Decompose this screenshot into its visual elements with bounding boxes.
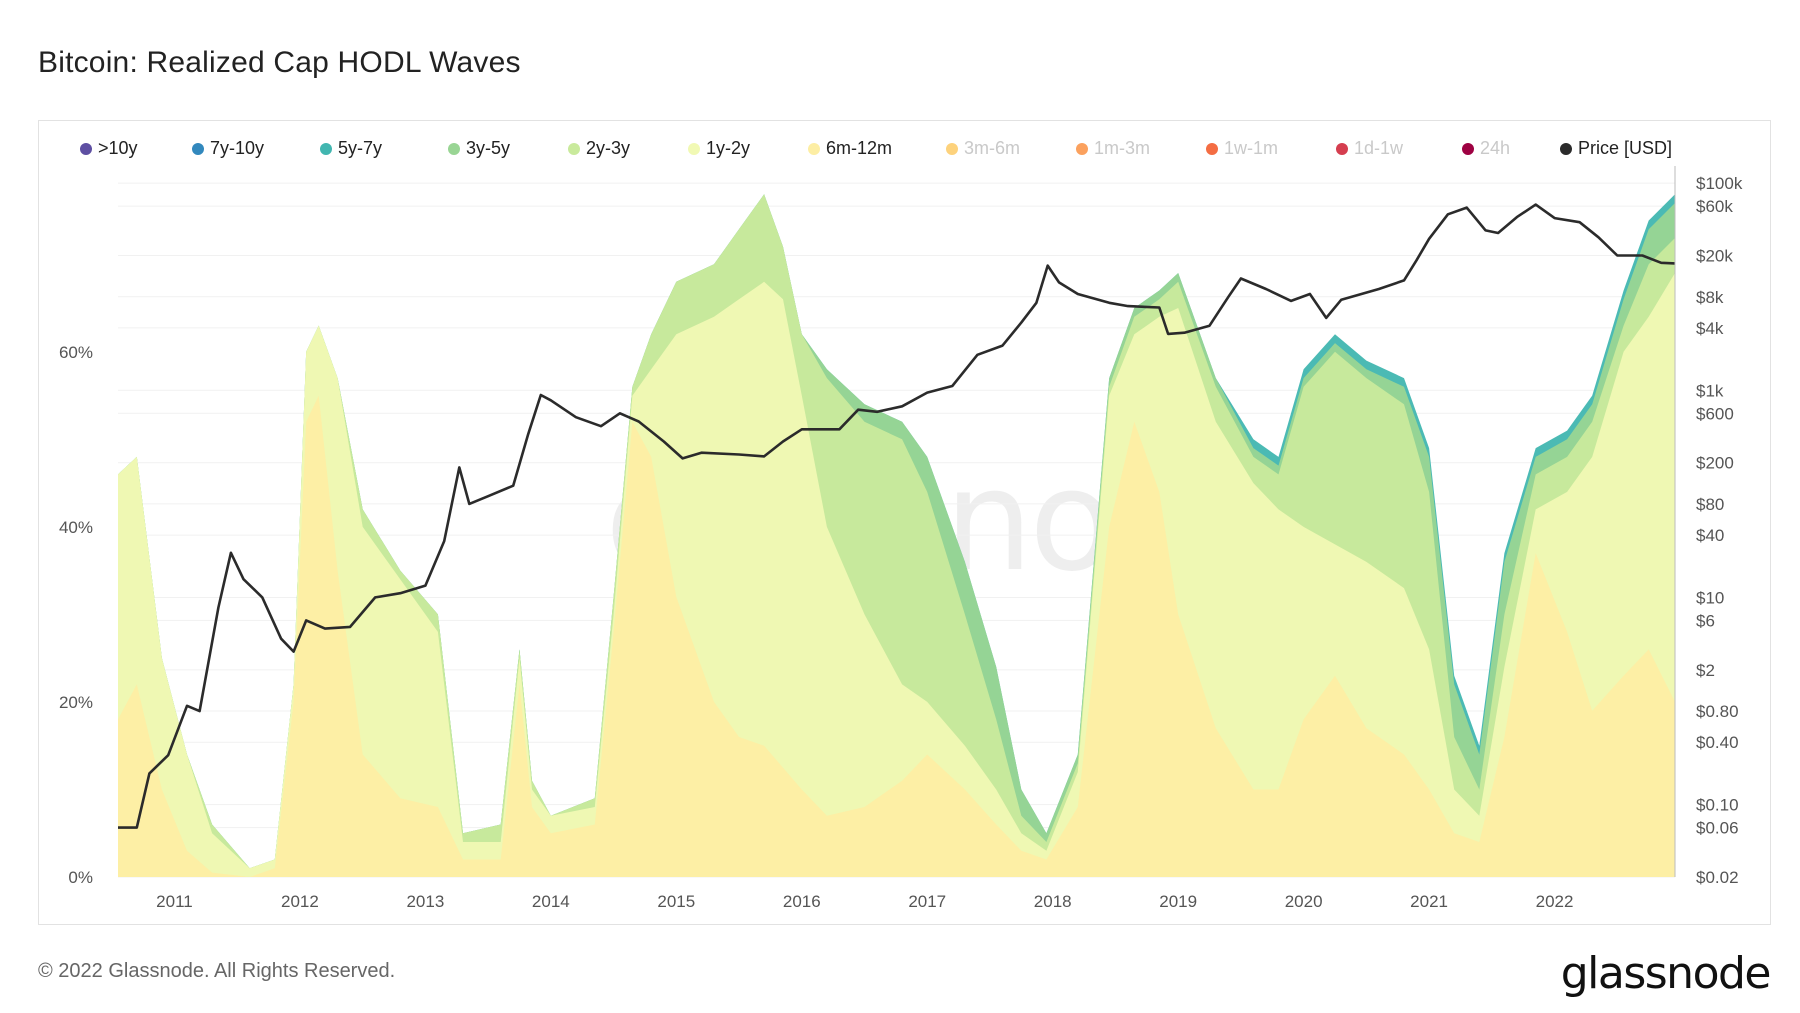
legend-item-6m-12m[interactable]: 6m-12m	[808, 138, 892, 159]
y-right-tick-label: $0.10	[1696, 796, 1739, 815]
y-right-tick-label: $8k	[1696, 288, 1724, 307]
legend-swatch	[808, 142, 820, 155]
legend-swatch	[80, 142, 92, 155]
legend-swatch	[448, 142, 460, 155]
legend-label: >10y	[98, 138, 138, 158]
x-tick-label: 2012	[281, 892, 319, 911]
y-left-tick-label: 40%	[59, 518, 93, 537]
legend-swatch	[192, 142, 204, 155]
band-6m-12m	[118, 395, 1675, 877]
legend-item-1d-1w[interactable]: 1d-1w	[1336, 138, 1403, 159]
x-tick-label: 2022	[1536, 892, 1574, 911]
y-right-tick-label: $0.40	[1696, 733, 1739, 752]
x-tick-label: 2011	[156, 892, 193, 911]
x-tick-label: 2020	[1285, 892, 1323, 911]
x-tick-label: 2013	[406, 892, 444, 911]
legend-item-24h[interactable]: 24h	[1462, 138, 1510, 159]
y-right-tick-label: $100k	[1696, 174, 1743, 193]
glassnode-logo[interactable]: glassnode	[1560, 948, 1772, 999]
legend-label: 1d-1w	[1354, 138, 1404, 158]
legend-swatch	[568, 142, 580, 155]
y-right-tick-label: $4k	[1696, 319, 1724, 338]
legend-label: 6m-12m	[826, 138, 893, 158]
y-right-tick-label: $60k	[1696, 197, 1733, 216]
legend-item-1m-3m[interactable]: 1m-3m	[1076, 138, 1150, 159]
legend-swatch	[946, 142, 958, 155]
legend-label: 1w-1m	[1224, 138, 1279, 158]
chart-title: Bitcoin: Realized Cap HODL Waves	[38, 46, 521, 79]
y-left-tick-label: 0%	[68, 868, 93, 887]
y-left-tick-label: 60%	[59, 343, 93, 362]
y-right-tick-label: $0.02	[1696, 868, 1739, 887]
legend-item-3m-6m[interactable]: 3m-6m	[946, 138, 1020, 159]
chart-legend: >10y 7y-10y 5y-7y 3y-5y 2y-3y 1y-2y 6m-12m 3m-6…	[80, 138, 1680, 162]
legend-label: 1m-3m	[1094, 138, 1151, 158]
y-right-tick-label: $600	[1696, 404, 1734, 423]
y-right-tick-label: $200	[1696, 454, 1734, 473]
x-tick-label: 2014	[532, 892, 570, 911]
legend-label: Price [USD]	[1578, 138, 1673, 158]
legend-swatch	[1206, 142, 1218, 155]
x-tick-label: 2017	[908, 892, 946, 911]
legend-swatch	[688, 142, 700, 155]
legend-label: 3y-5y	[466, 138, 511, 158]
x-tick-label: 2016	[783, 892, 821, 911]
x-tick-label: 2015	[657, 892, 695, 911]
y-right-tick-label: $80	[1696, 495, 1724, 514]
legend-label: 7y-10y	[210, 138, 265, 158]
legend-item-1w-1m[interactable]: 1w-1m	[1206, 138, 1278, 159]
y-right-tick-label: $40	[1696, 526, 1724, 545]
legend-swatch	[1462, 142, 1474, 155]
legend-label: 2y-3y	[586, 138, 631, 158]
legend-item-5y-7y[interactable]: 5y-7y	[320, 138, 382, 159]
legend-item-price-usd[interactable]: Price [USD]	[1560, 138, 1672, 159]
legend-label: 3m-6m	[964, 138, 1021, 158]
legend-item-1y-2y[interactable]: 1y-2y	[688, 138, 750, 159]
y-right-tick-label: $0.80	[1696, 702, 1739, 721]
legend-label: 1y-2y	[706, 138, 751, 158]
legend-item-10y[interactable]: >10y	[80, 138, 138, 159]
y-right-tick-label: $10	[1696, 588, 1724, 607]
x-tick-label: 2018	[1034, 892, 1072, 911]
price-line	[118, 203, 1676, 829]
legend-label: 5y-7y	[338, 138, 383, 158]
y-right-tick-label: $20k	[1696, 247, 1733, 266]
x-tick-label: 2019	[1159, 892, 1197, 911]
legend-swatch	[1560, 142, 1572, 155]
legend-item-3y-5y[interactable]: 3y-5y	[448, 138, 510, 159]
legend-swatch	[1076, 142, 1088, 155]
legend-item-7y-10y[interactable]: 7y-10y	[192, 138, 264, 159]
legend-item-2y-3y[interactable]: 2y-3y	[568, 138, 630, 159]
y-right-tick-label: $1k	[1696, 381, 1724, 400]
legend-label: 24h	[1480, 138, 1511, 158]
legend-swatch	[320, 142, 332, 155]
x-tick-label: 2021	[1410, 892, 1448, 911]
y-right-tick-label: $0.06	[1696, 819, 1739, 838]
y-left-tick-label: 20%	[59, 693, 93, 712]
y-right-tick-label: $2	[1696, 661, 1715, 680]
legend-swatch	[1336, 142, 1348, 155]
y-right-tick-label: $6	[1696, 611, 1715, 630]
copyright-footer: © 2022 Glassnode. All Rights Reserved.	[38, 960, 396, 982]
band-1y-2y	[118, 273, 1675, 877]
